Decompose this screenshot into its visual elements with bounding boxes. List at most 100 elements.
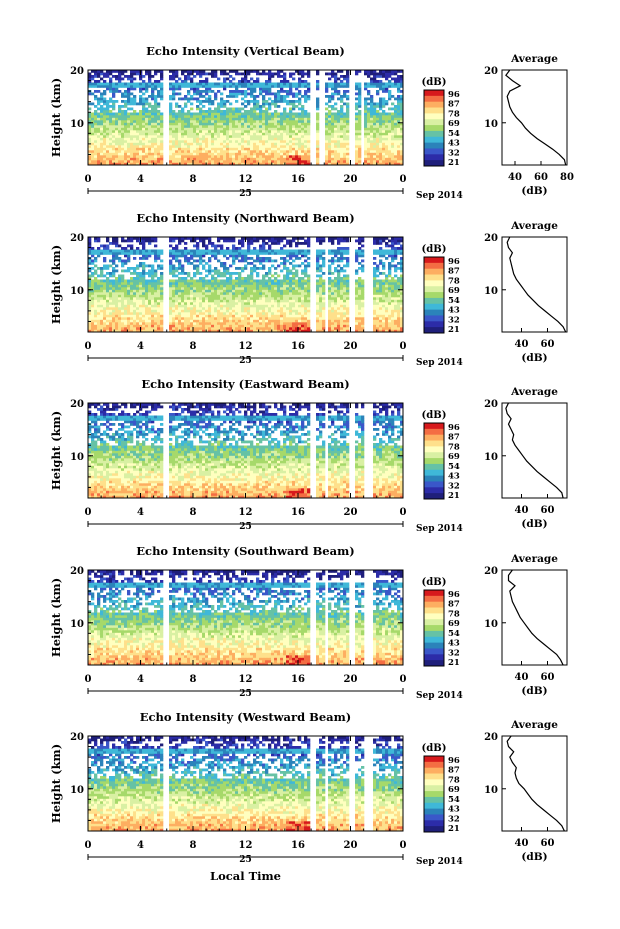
profile-x-tick-label: 60 xyxy=(541,838,555,849)
profile-title: Average xyxy=(510,553,558,565)
profile-x-tick-label: 40 xyxy=(508,172,522,183)
colorbar-swatch xyxy=(424,113,444,120)
y-axis-label: Height (km) xyxy=(49,411,63,490)
echo-panel-0: Echo Intensity (Vertical Beam) 20 10 Height… xyxy=(49,44,574,201)
x-tick-label: 0 xyxy=(400,840,407,851)
colorbar-swatch xyxy=(424,660,444,667)
colorbar-tick-label: 78 xyxy=(448,442,460,452)
colorbar-swatch xyxy=(424,590,444,597)
colorbar-swatch xyxy=(424,458,444,465)
x-tick-label: 8 xyxy=(190,341,197,352)
colorbar-swatch xyxy=(424,95,444,103)
colorbar-swatch xyxy=(424,796,444,804)
profile-y-tick-label: 10 xyxy=(484,452,498,463)
echo-panel-4: Echo Intensity (Westward Beam) 20 10 Height… xyxy=(49,710,568,867)
colorbar-tick-label: 32 xyxy=(448,648,460,658)
colorbar-swatch xyxy=(424,767,444,774)
profile-title: Average xyxy=(510,53,558,65)
profile-x-tick-label: 40 xyxy=(515,838,529,849)
y-tick-label: 20 xyxy=(70,732,84,743)
colorbar-tick-label: 54 xyxy=(448,129,460,139)
x-tick-label: 16 xyxy=(291,174,305,185)
x-tick-label: 12 xyxy=(239,674,253,685)
colorbar-tick-label: 69 xyxy=(448,119,460,129)
colorbar-tick-label: 78 xyxy=(448,109,460,119)
x-tick-label: 0 xyxy=(400,507,407,518)
echo-panel-1: Echo Intensity (Northward Beam) 20 10 Heigh… xyxy=(49,211,568,368)
colorbar-swatch xyxy=(424,142,444,149)
colorbar-swatch xyxy=(424,487,444,494)
panel-title: Echo Intensity (Westward Beam) xyxy=(140,710,351,724)
colorbar-swatch xyxy=(424,130,444,138)
colorbar-tick-label: 87 xyxy=(448,600,460,610)
x-tick-label: 8 xyxy=(190,507,197,518)
profile-line xyxy=(506,735,565,832)
colorbar-frame xyxy=(423,755,445,833)
x-tick-label: 0 xyxy=(85,840,92,851)
profile-y-tick-label: 20 xyxy=(484,233,498,244)
heatmap-cells xyxy=(88,237,404,333)
colorbar-swatch xyxy=(424,648,444,655)
colorbar-tick-label: 54 xyxy=(448,629,460,639)
colorbar-swatch xyxy=(424,428,444,436)
colorbar-swatch xyxy=(424,463,444,471)
colorbar-swatch xyxy=(424,148,444,155)
profile-title: Average xyxy=(510,719,558,731)
day-label: 25 xyxy=(239,522,252,532)
profile-frame xyxy=(501,735,568,832)
x-tick-label: 0 xyxy=(400,674,407,685)
colorbar-swatch xyxy=(424,791,444,798)
x-tick-label: 12 xyxy=(239,174,253,185)
profile-y-tick-label: 10 xyxy=(484,119,498,130)
x-tick-label: 4 xyxy=(137,840,144,851)
x-tick-label: 4 xyxy=(137,341,144,352)
colorbar-tick-label: 78 xyxy=(448,775,460,785)
colorbar-swatch xyxy=(424,820,444,827)
profile-frame xyxy=(501,69,568,166)
colorbar-swatch xyxy=(424,90,444,97)
y-tick-label: 20 xyxy=(70,233,84,244)
profile-x-tick-label: 60 xyxy=(541,505,555,516)
colorbar-tick-label: 43 xyxy=(448,639,460,649)
profile-line xyxy=(507,569,564,666)
colorbar-swatch xyxy=(424,101,444,108)
profile-y-tick-label: 20 xyxy=(484,566,498,577)
x-tick-label: 20 xyxy=(344,507,358,518)
x-tick-label: 20 xyxy=(344,341,358,352)
colorbar-swatch xyxy=(424,327,444,334)
profile-line xyxy=(505,402,564,499)
colorbar-unit: (dB) xyxy=(422,244,447,255)
colorbar-swatch xyxy=(424,160,444,167)
panel-title: Echo Intensity (Eastward Beam) xyxy=(141,377,349,391)
colorbar-unit: (dB) xyxy=(422,77,447,88)
x-tick-label: 4 xyxy=(137,674,144,685)
colorbar-swatch xyxy=(424,826,444,833)
colorbar-swatch xyxy=(424,779,444,786)
profile-frame xyxy=(501,236,568,333)
colorbar-swatch xyxy=(424,493,444,500)
profile-x-tick-label: 40 xyxy=(515,339,529,350)
colorbar-swatch xyxy=(424,292,444,299)
day-label: 25 xyxy=(239,855,252,865)
colorbar-swatch xyxy=(424,761,444,769)
colorbar-tick-label: 96 xyxy=(448,590,460,600)
colorbar-swatch xyxy=(424,475,444,482)
profile-title: Average xyxy=(510,386,558,398)
x-tick-label: 12 xyxy=(239,507,253,518)
colorbar-swatch xyxy=(424,814,444,821)
colorbar-swatch xyxy=(424,802,444,810)
colorbar-swatch xyxy=(424,446,444,453)
x-tick-label: 20 xyxy=(344,674,358,685)
colorbar-swatch xyxy=(424,286,444,293)
profile-x-label: (dB) xyxy=(521,518,547,530)
x-tick-label: 8 xyxy=(190,840,197,851)
colorbar-frame xyxy=(423,256,445,334)
colorbar-tick-label: 43 xyxy=(448,306,460,316)
colorbar-tick-label: 87 xyxy=(448,766,460,776)
colorbar-tick-label: 43 xyxy=(448,139,460,149)
profile-x-label: (dB) xyxy=(521,851,547,863)
colorbar-tick-label: 87 xyxy=(448,433,460,443)
x-tick-label: 0 xyxy=(400,341,407,352)
x-tick-label: 0 xyxy=(400,174,407,185)
x-tick-label: 0 xyxy=(85,674,92,685)
